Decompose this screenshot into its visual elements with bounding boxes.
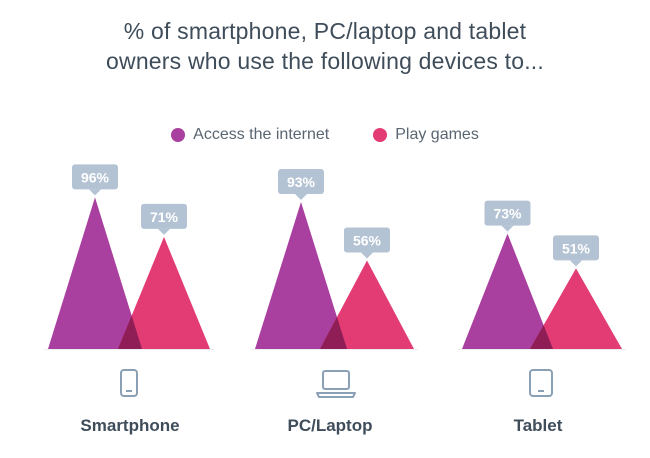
triangle-access-smartphone <box>48 197 142 349</box>
data-label-access-smartphone-text: 96% <box>81 169 110 185</box>
legend-label-games: Play games <box>395 126 479 143</box>
data-label-access-smartphone-box <box>72 164 118 190</box>
smartphone-icon <box>120 369 138 397</box>
data-label-access-pc-laptop: 93% <box>278 169 324 201</box>
laptop-icon <box>316 370 356 398</box>
data-label-access-tablet: 73% <box>484 200 531 232</box>
legend-item-games: Play games <box>373 126 479 144</box>
data-label-access-pc-laptop-pointer <box>295 194 307 201</box>
data-label-games-tablet: 51% <box>553 235 599 267</box>
triangle-access-pc-laptop <box>255 202 347 349</box>
legend-dot-access <box>171 128 186 142</box>
triangle-access-tablet <box>462 233 553 349</box>
data-label-access-smartphone-pointer <box>89 189 101 196</box>
chart-title-line-2: owners who use the following devices to.… <box>106 48 544 74</box>
data-label-games-tablet-pointer <box>570 260 582 267</box>
data-label-games-smartphone-pointer <box>158 228 170 235</box>
triangle-games-smartphone <box>118 236 210 349</box>
tablet-icon <box>529 369 553 397</box>
data-label-games-tablet-text: 51% <box>562 240 591 256</box>
data-label-games-pc-laptop: 56% <box>344 227 390 259</box>
data-label-access-tablet-box <box>484 200 531 226</box>
legend: Access the internet Play games <box>0 126 650 144</box>
legend-dot-games <box>373 128 388 142</box>
legend-label-access: Access the internet <box>193 126 330 143</box>
data-label-games-tablet-box <box>553 235 599 261</box>
category-label-tablet: Tablet <box>513 416 563 435</box>
legend-item-access: Access the internet <box>171 126 329 144</box>
data-label-games-pc-laptop-pointer <box>361 252 373 259</box>
chart-title-line-1: % of smartphone, PC/laptop and tablet <box>123 18 527 44</box>
category-label-smartphone: Smartphone <box>80 416 180 435</box>
data-label-games-smartphone-box <box>141 203 187 229</box>
category-label-pc-laptop: PC/Laptop <box>287 416 373 435</box>
triangle-games-tablet <box>530 268 622 349</box>
data-label-access-tablet-pointer <box>501 225 514 232</box>
data-label-access-pc-laptop-text: 93% <box>287 174 316 190</box>
data-label-games-pc-laptop-text: 56% <box>353 233 382 249</box>
data-label-access-pc-laptop-box <box>278 169 324 195</box>
data-label-access-tablet-text: 73% <box>493 206 522 222</box>
chart-title: % of smartphone, PC/laptop and tablet ow… <box>0 16 650 76</box>
data-label-access-smartphone: 96% <box>72 164 118 196</box>
data-label-games-smartphone-text: 71% <box>150 209 179 225</box>
data-label-games-smartphone: 71% <box>141 203 187 235</box>
data-label-games-pc-laptop-box <box>344 227 390 253</box>
triangle-games-pc-laptop <box>320 260 414 349</box>
